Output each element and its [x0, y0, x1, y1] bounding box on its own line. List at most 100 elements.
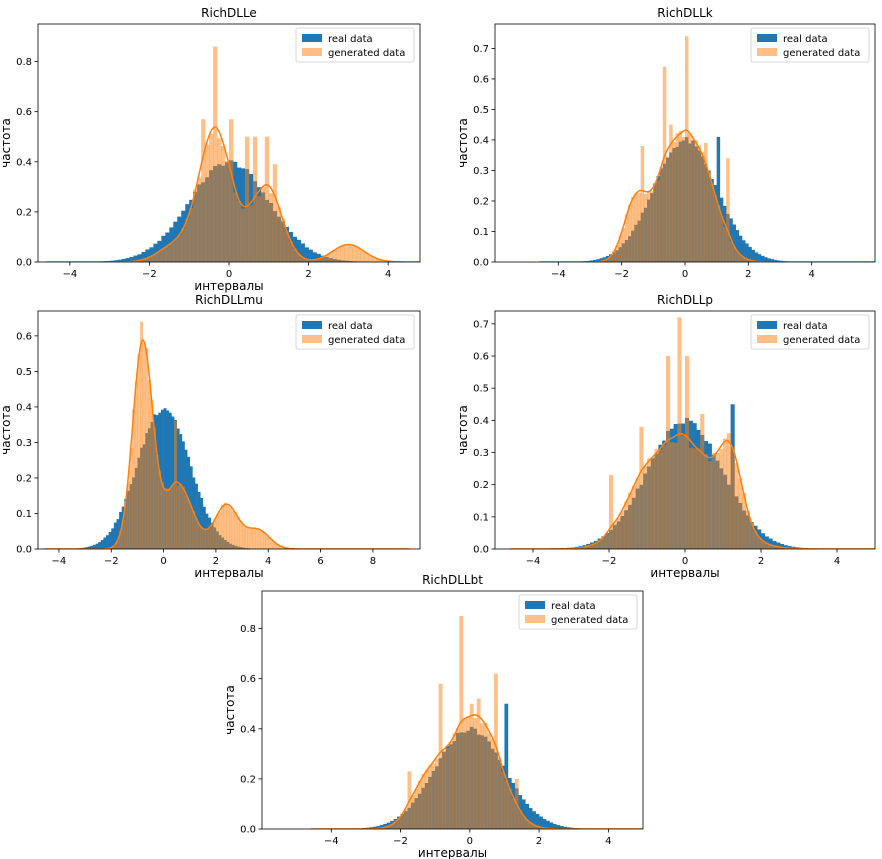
bar-generated-data — [205, 529, 209, 549]
bar-generated-data — [631, 485, 636, 549]
legend-frame — [518, 594, 638, 630]
bar-real-data — [113, 260, 118, 262]
bar-real-data — [599, 258, 603, 262]
bar-real-data — [133, 255, 138, 262]
bar-generated-data — [400, 814, 405, 829]
y-tick-label: 0.4 — [16, 157, 32, 168]
bar-generated-data — [205, 144, 210, 262]
bar-generated-data — [681, 436, 686, 549]
bar-generated-data — [414, 788, 419, 829]
series-generated-data — [133, 46, 393, 262]
bar-generated-data — [336, 248, 341, 262]
y-tick-label: 0.0 — [16, 545, 32, 556]
bar-generated-data — [466, 716, 471, 829]
bar-generated-data — [169, 243, 174, 262]
bar-real-data — [542, 818, 547, 829]
bar-real-data — [95, 543, 99, 549]
bar-generated-data — [232, 192, 238, 262]
bar-real-data — [764, 257, 768, 262]
bar-generated-data — [264, 136, 270, 262]
x-tick-label: −2 — [142, 269, 157, 280]
bar-generated-data — [158, 470, 162, 549]
bar-generated-data — [192, 511, 196, 549]
bar-real-data — [103, 537, 107, 549]
bar-generated-data — [672, 142, 676, 262]
bar-generated-data — [141, 259, 146, 262]
legend-swatch-generated-data — [302, 335, 322, 343]
x-tick-label: −2 — [393, 836, 408, 847]
bar-generated-data — [612, 251, 616, 262]
bar-generated-data — [732, 246, 736, 262]
bar-generated-data — [442, 750, 446, 829]
bar-generated-data — [716, 205, 721, 262]
legend: real data generated data — [750, 314, 870, 350]
legend-frame — [750, 314, 870, 350]
bar-generated-data — [700, 152, 705, 262]
bar-generated-data — [666, 156, 670, 262]
bar-generated-data — [609, 475, 614, 549]
bar-generated-data — [675, 133, 679, 262]
bar-generated-data — [723, 226, 727, 262]
x-tick-label: −2 — [104, 556, 119, 567]
bar-generated-data — [142, 342, 146, 549]
legend: real data generated data — [750, 27, 870, 63]
bar-generated-data — [605, 533, 610, 549]
bar-generated-data — [518, 810, 523, 829]
bar-generated-data — [582, 546, 587, 549]
bar-generated-data — [628, 204, 632, 262]
bar-generated-data — [147, 379, 151, 549]
series-generated-data — [376, 616, 550, 829]
bar-real-data — [521, 799, 526, 829]
bar-generated-data — [320, 257, 325, 262]
bar-generated-data — [160, 482, 164, 549]
y-tick-label: 0.6 — [16, 107, 32, 118]
legend-swatch-real-data — [757, 34, 777, 42]
bar-generated-data — [187, 500, 191, 549]
x-tick-label: 6 — [317, 556, 323, 567]
bar-generated-data — [511, 798, 516, 829]
bar-generated-data — [185, 218, 190, 262]
bar-generated-data — [662, 444, 667, 549]
bar-generated-data — [738, 478, 743, 549]
bar-generated-data — [719, 448, 724, 549]
legend: real data generated data — [295, 27, 415, 63]
bar-generated-data — [609, 256, 613, 262]
bar-generated-data — [380, 260, 385, 262]
bar-generated-data — [612, 523, 617, 549]
bar-generated-data — [507, 788, 512, 829]
x-axis-label: интервалы — [194, 279, 263, 293]
bar-generated-data — [654, 449, 659, 549]
bar-generated-data — [316, 258, 321, 262]
bar-real-data — [85, 547, 89, 549]
bar-generated-data — [528, 822, 533, 829]
bar-generated-data — [593, 543, 598, 549]
chart-title: RichDLLmu — [195, 293, 263, 307]
bar-real-data — [754, 252, 759, 262]
bar-real-data — [141, 252, 146, 262]
bar-real-data — [296, 239, 301, 262]
chart-title: RichDLLp — [657, 293, 713, 307]
y-axis-label: частота — [456, 118, 470, 168]
bar-generated-data — [278, 545, 282, 549]
legend: real data generated data — [518, 594, 638, 630]
x-tick-label: 0 — [682, 269, 688, 280]
bar-real-data — [376, 826, 381, 829]
bar-generated-data — [704, 143, 708, 262]
kde-line-generated-data — [310, 714, 643, 829]
bar-real-data — [145, 249, 150, 262]
legend-label-generated-data: generated data — [783, 48, 860, 59]
bar-generated-data — [244, 526, 248, 549]
bar-generated-data — [713, 194, 717, 262]
x-tick-label: 2 — [536, 836, 542, 847]
bar-generated-data — [635, 477, 640, 549]
bar-generated-data — [428, 765, 433, 829]
bar-generated-data — [150, 399, 154, 549]
bar-generated-data — [252, 527, 256, 549]
bar-real-data — [87, 546, 91, 549]
bar-generated-data — [242, 524, 245, 549]
bar-generated-data — [221, 504, 225, 549]
y-tick-label: 0.5 — [473, 384, 489, 395]
bar-generated-data — [715, 453, 720, 549]
x-tick-label: 0 — [467, 836, 473, 847]
x-tick-label: −2 — [614, 269, 629, 280]
